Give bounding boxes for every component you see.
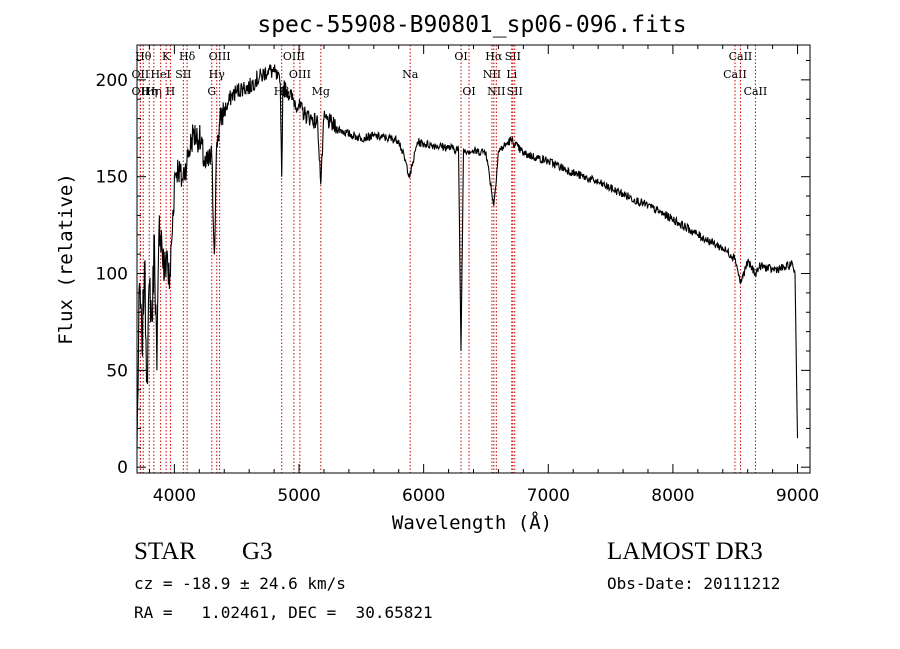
line-label-3: Hη [141,85,157,98]
line-label-26: CaII [723,68,747,81]
line-label-4: Hη [146,85,162,98]
x-tick-label-5: 9000 [776,486,819,506]
x-tick-label-3: 7000 [527,486,570,506]
x-axis-label: Wavelength (Å) [392,511,552,534]
x-tick-label-0: 4000 [153,486,196,506]
y-tick-label-3: 150 [96,168,128,188]
y-tick-label-4: 200 [96,71,128,91]
redshift-cz: cz = -18.9 ± 24.6 km/s [134,574,346,593]
y-axis-label: Flux (relative) [55,173,77,345]
line-label-9: Hδ [179,50,196,63]
flux-series-line [136,64,799,448]
line-label-2: OII [132,85,150,98]
line-label-28: CaII [744,85,768,98]
x-tick-label-4: 8000 [651,486,694,506]
line-label-5: HeI [150,68,170,81]
line-label-25: SII [507,85,523,98]
line-label-10: G [207,85,216,98]
line-label-19: OI [462,85,475,98]
line-label-14: OIII [283,50,305,63]
object-class: STAR [134,538,196,565]
sky-coordinates: RA = 1.02461, DEC = 30.65821 [134,603,433,622]
subclass: G3 [242,538,273,565]
line-label-15: OIII [289,68,311,81]
axis-ticks: 4000 5000 6000 7000 8000 9000 0 50 100 150 200 [96,45,819,506]
plot-frame [136,44,811,474]
y-tick-label-1: 50 [106,361,128,381]
line-label-27: CaII [729,50,753,63]
line-label-20: NII [483,68,501,81]
line-label-17: Na [402,68,419,81]
line-label-6: K [162,50,171,63]
line-label-11: Hγ [209,68,226,81]
x-tick-label-1: 5000 [277,486,320,506]
line-label-22: NII [487,85,505,98]
line-label-12: OIII [209,50,231,63]
chart-title: spec-55908-B90801_sp06-096.fits [257,12,686,38]
observation-date: Obs-Date: 20111212 [607,574,781,593]
line-label-8: SII [175,68,191,81]
line-label-21: Hα [485,50,503,63]
line-label-7: H [166,85,176,98]
line-label-23: Li [506,68,517,81]
line-label-0: Hθ [135,50,152,63]
line-label-16: Mg [312,85,330,98]
line-label-18: OI [454,50,467,63]
survey-name: LAMOST DR3 [607,538,763,565]
y-tick-label-0: 0 [117,458,128,478]
line-label-24: SII [505,50,521,63]
x-tick-label-2: 6000 [402,486,445,506]
y-tick-label-2: 100 [96,265,128,285]
